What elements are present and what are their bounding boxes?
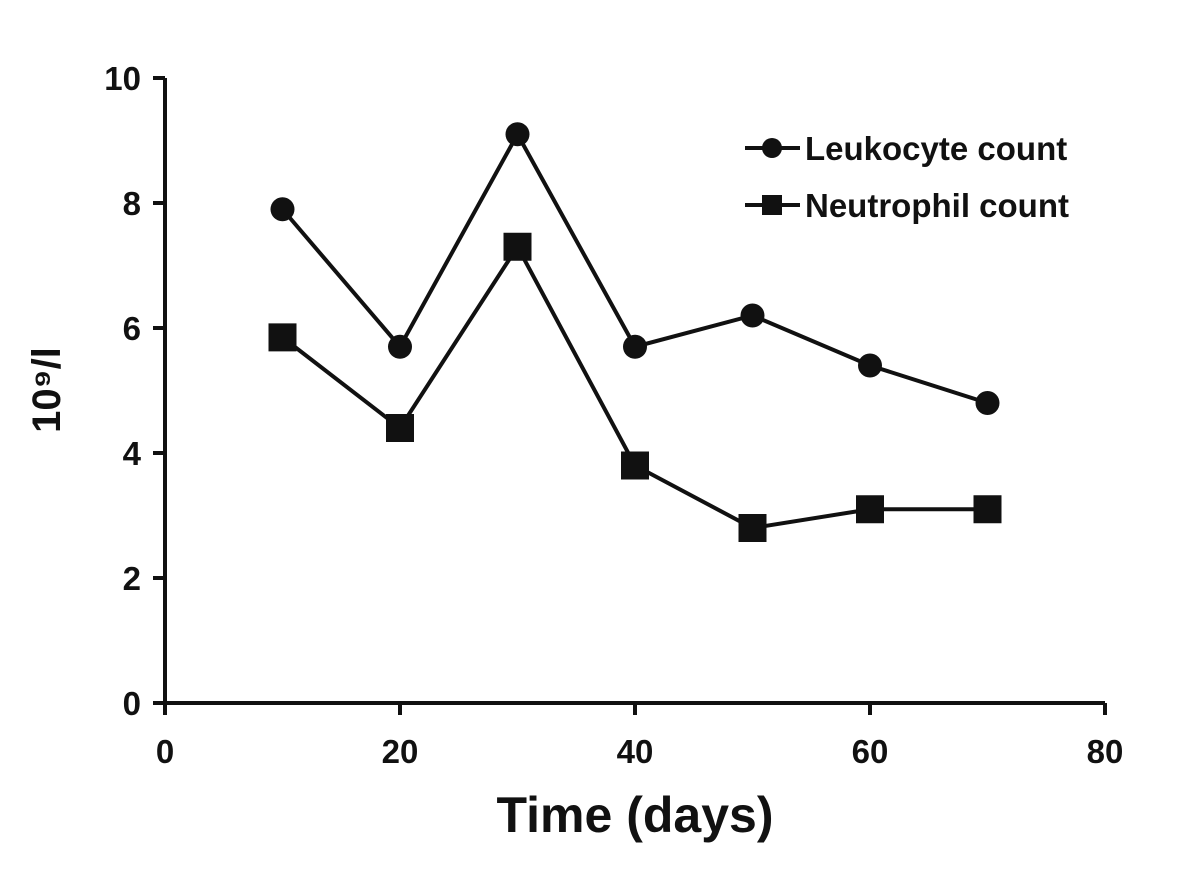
data-point-leukocyte bbox=[975, 391, 1000, 415]
legend-entry-leukocyte: Leukocyte count bbox=[745, 130, 1067, 167]
data-point-leukocyte bbox=[858, 353, 882, 378]
y-tick-label: 8 bbox=[123, 185, 141, 222]
legend-marker-circle bbox=[762, 138, 782, 158]
data-point-neutrophil bbox=[856, 495, 884, 524]
data-point-leukocyte bbox=[270, 197, 295, 222]
x-tick-label: 40 bbox=[617, 733, 654, 770]
x-tick-label: 80 bbox=[1087, 733, 1124, 770]
y-tick-label: 10 bbox=[104, 60, 141, 97]
ticks: 0 2 4 6 8 10 0 20 40 60 80 bbox=[104, 60, 1123, 770]
data-point-neutrophil bbox=[268, 323, 297, 352]
data-point-neutrophil bbox=[973, 495, 1002, 524]
x-axis-title: Time (days) bbox=[497, 787, 774, 843]
data-point-neutrophil bbox=[503, 232, 532, 261]
data-point-neutrophil bbox=[621, 451, 649, 480]
legend: Leukocyte count Neutrophil count bbox=[745, 130, 1069, 224]
y-axis-title: 10⁹/l bbox=[25, 347, 69, 433]
legend-label-leukocyte: Leukocyte count bbox=[805, 130, 1067, 167]
x-tick-label: 0 bbox=[156, 733, 174, 770]
y-tick-label: 6 bbox=[123, 310, 141, 347]
series-line-neutrophil bbox=[281, 242, 988, 531]
data-point-leukocyte bbox=[623, 334, 647, 359]
legend-entry-neutrophil: Neutrophil count bbox=[745, 187, 1069, 224]
data-point-leukocyte bbox=[505, 122, 530, 147]
series-line-leukocyte bbox=[280, 130, 989, 405]
x-tick-label: 60 bbox=[852, 733, 889, 770]
x-tick-label: 20 bbox=[382, 733, 419, 770]
data-point-leukocyte bbox=[388, 334, 412, 359]
axes bbox=[163, 78, 1105, 705]
data-point-neutrophil bbox=[738, 514, 767, 542]
data-point-leukocyte bbox=[740, 303, 765, 328]
data-point-neutrophil bbox=[386, 414, 414, 442]
y-tick-label: 0 bbox=[123, 685, 141, 722]
legend-marker-square bbox=[762, 195, 782, 215]
y-tick-label: 2 bbox=[123, 560, 141, 597]
legend-label-neutrophil: Neutrophil count bbox=[805, 187, 1069, 224]
series-group bbox=[268, 122, 1002, 542]
y-tick-label: 4 bbox=[123, 435, 142, 472]
